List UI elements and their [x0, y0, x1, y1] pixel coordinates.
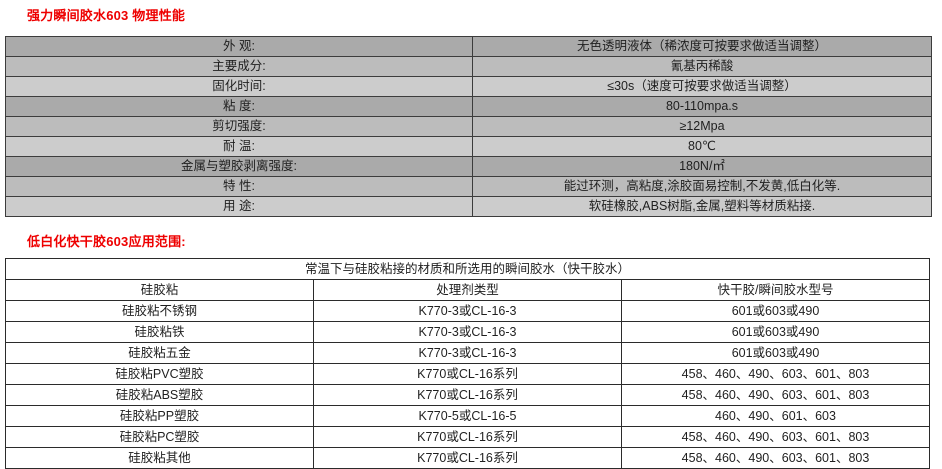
spec-value-cell: 无色透明液体（稀浓度可按要求做适当调整）	[472, 36, 932, 57]
apply-cell-glue: 458、460、490、603、601、803	[621, 384, 930, 406]
spec-row: 粘 度: 80-110mpa.s	[5, 96, 932, 117]
apply-table-row: 硅胶粘铁 K770-3或CL-16-3 601或603或490	[5, 321, 930, 343]
apply-cell-material: 硅胶粘五金	[5, 342, 314, 364]
spec-row: 主要成分: 氰基丙稀酸	[5, 56, 932, 77]
apply-cell-material: 硅胶粘PP塑胶	[5, 405, 314, 427]
apply-cell-primer: K770-3或CL-16-3	[313, 342, 622, 364]
apply-cell-glue: 601或603或490	[621, 321, 930, 343]
spec-label-cell: 主要成分:	[5, 56, 473, 77]
spec-value-cell: 软硅橡胶,ABS树脂,金属,塑料等材质粘接.	[472, 196, 932, 217]
spec-row: 用 途: 软硅橡胶,ABS树脂,金属,塑料等材质粘接.	[5, 196, 932, 217]
application-scope-table: 常温下与硅胶粘接的材质和所选用的瞬间胶水（快干胶水） 硅胶粘 处理剂类型 快干胶/瞬间…	[5, 258, 930, 469]
spec-label-cell: 耐 温:	[5, 136, 473, 157]
apply-cell-glue: 601或603或490	[621, 342, 930, 364]
spec-label-cell: 金属与塑胶剥离强度:	[5, 156, 473, 177]
apply-cell-glue: 458、460、490、603、601、803	[621, 447, 930, 469]
apply-cell-glue: 458、460、490、603、601、803	[621, 363, 930, 385]
apply-table-row: 硅胶粘PC塑胶 K770或CL-16系列 458、460、490、603、601、8…	[5, 426, 930, 448]
application-scope-table-body: 常温下与硅胶粘接的材质和所选用的瞬间胶水（快干胶水） 硅胶粘 处理剂类型 快干胶/瞬间…	[5, 258, 930, 469]
physical-properties-heading: 强力瞬间胶水603 物理性能	[27, 8, 186, 23]
apply-cell-glue: 460、490、601、603	[621, 405, 930, 427]
spec-row: 剪切强度: ≥12Mpa	[5, 116, 932, 137]
column-header-material: 硅胶粘	[5, 279, 314, 301]
spec-row: 特 性: 能过环测，高粘度,涂胶面易控制,不发黄,低白化等.	[5, 176, 932, 197]
spec-row: 外 观: 无色透明液体（稀浓度可按要求做适当调整）	[5, 36, 932, 57]
spec-row: 耐 温: 80℃	[5, 136, 932, 157]
spec-label-cell: 剪切强度:	[5, 116, 473, 137]
spec-value-cell: 能过环测，高粘度,涂胶面易控制,不发黄,低白化等.	[472, 176, 932, 197]
apply-table-row: 硅胶粘五金 K770-3或CL-16-3 601或603或490	[5, 342, 930, 364]
spec-label-cell: 用 途:	[5, 196, 473, 217]
apply-title-row: 常温下与硅胶粘接的材质和所选用的瞬间胶水（快干胶水）	[5, 258, 930, 280]
apply-table-row: 硅胶粘PVC塑胶 K770或CL-16系列 458、460、490、603、601、…	[5, 363, 930, 385]
apply-cell-material: 硅胶粘铁	[5, 321, 314, 343]
spec-value-cell: 氰基丙稀酸	[472, 56, 932, 77]
apply-table-row: 硅胶粘ABS塑胶 K770或CL-16系列 458、460、490、603、601、…	[5, 384, 930, 406]
apply-cell-primer: K770-5或CL-16-5	[313, 405, 622, 427]
apply-cell-material: 硅胶粘不锈钢	[5, 300, 314, 322]
apply-table-title: 常温下与硅胶粘接的材质和所选用的瞬间胶水（快干胶水）	[5, 258, 930, 280]
spec-label-cell: 外 观:	[5, 36, 473, 57]
physical-properties-table-body: 外 观: 无色透明液体（稀浓度可按要求做适当调整） 主要成分: 氰基丙稀酸 固化时间: ≤…	[5, 36, 932, 217]
spec-row: 金属与塑胶剥离强度: 180N/㎡	[5, 156, 932, 177]
apply-header-row: 硅胶粘 处理剂类型 快干胶/瞬间胶水型号	[5, 279, 930, 301]
apply-cell-material: 硅胶粘PC塑胶	[5, 426, 314, 448]
spec-label-cell: 粘 度:	[5, 96, 473, 117]
spec-value-cell: 180N/㎡	[472, 156, 932, 177]
apply-cell-primer: K770或CL-16系列	[313, 447, 622, 469]
spec-value-cell: 80℃	[472, 136, 932, 157]
apply-cell-glue: 601或603或490	[621, 300, 930, 322]
spec-label-cell: 固化时间:	[5, 76, 473, 97]
column-header-glue: 快干胶/瞬间胶水型号	[621, 279, 930, 301]
apply-cell-primer: K770-3或CL-16-3	[313, 300, 622, 322]
spec-value-cell: 80-110mpa.s	[472, 96, 932, 117]
spec-row: 固化时间: ≤30s（速度可按要求做适当调整）	[5, 76, 932, 97]
apply-cell-primer: K770或CL-16系列	[313, 426, 622, 448]
application-scope-heading: 低白化快干胶603应用范围:	[27, 234, 186, 249]
spec-label-cell: 特 性:	[5, 176, 473, 197]
apply-cell-material: 硅胶粘其他	[5, 447, 314, 469]
apply-cell-primer: K770或CL-16系列	[313, 384, 622, 406]
apply-cell-primer: K770或CL-16系列	[313, 363, 622, 385]
apply-table-row: 硅胶粘PP塑胶 K770-5或CL-16-5 460、490、601、603	[5, 405, 930, 427]
apply-cell-glue: 458、460、490、603、601、803	[621, 426, 930, 448]
column-header-primer: 处理剂类型	[313, 279, 622, 301]
apply-cell-primer: K770-3或CL-16-3	[313, 321, 622, 343]
apply-cell-material: 硅胶粘PVC塑胶	[5, 363, 314, 385]
spec-value-cell: ≤30s（速度可按要求做适当调整）	[472, 76, 932, 97]
spec-value-cell: ≥12Mpa	[472, 116, 932, 137]
apply-table-row: 硅胶粘其他 K770或CL-16系列 458、460、490、603、601、803	[5, 447, 930, 469]
apply-table-row: 硅胶粘不锈钢 K770-3或CL-16-3 601或603或490	[5, 300, 930, 322]
physical-properties-table: 外 观: 无色透明液体（稀浓度可按要求做适当调整） 主要成分: 氰基丙稀酸 固化时间: ≤…	[5, 36, 932, 217]
apply-cell-material: 硅胶粘ABS塑胶	[5, 384, 314, 406]
